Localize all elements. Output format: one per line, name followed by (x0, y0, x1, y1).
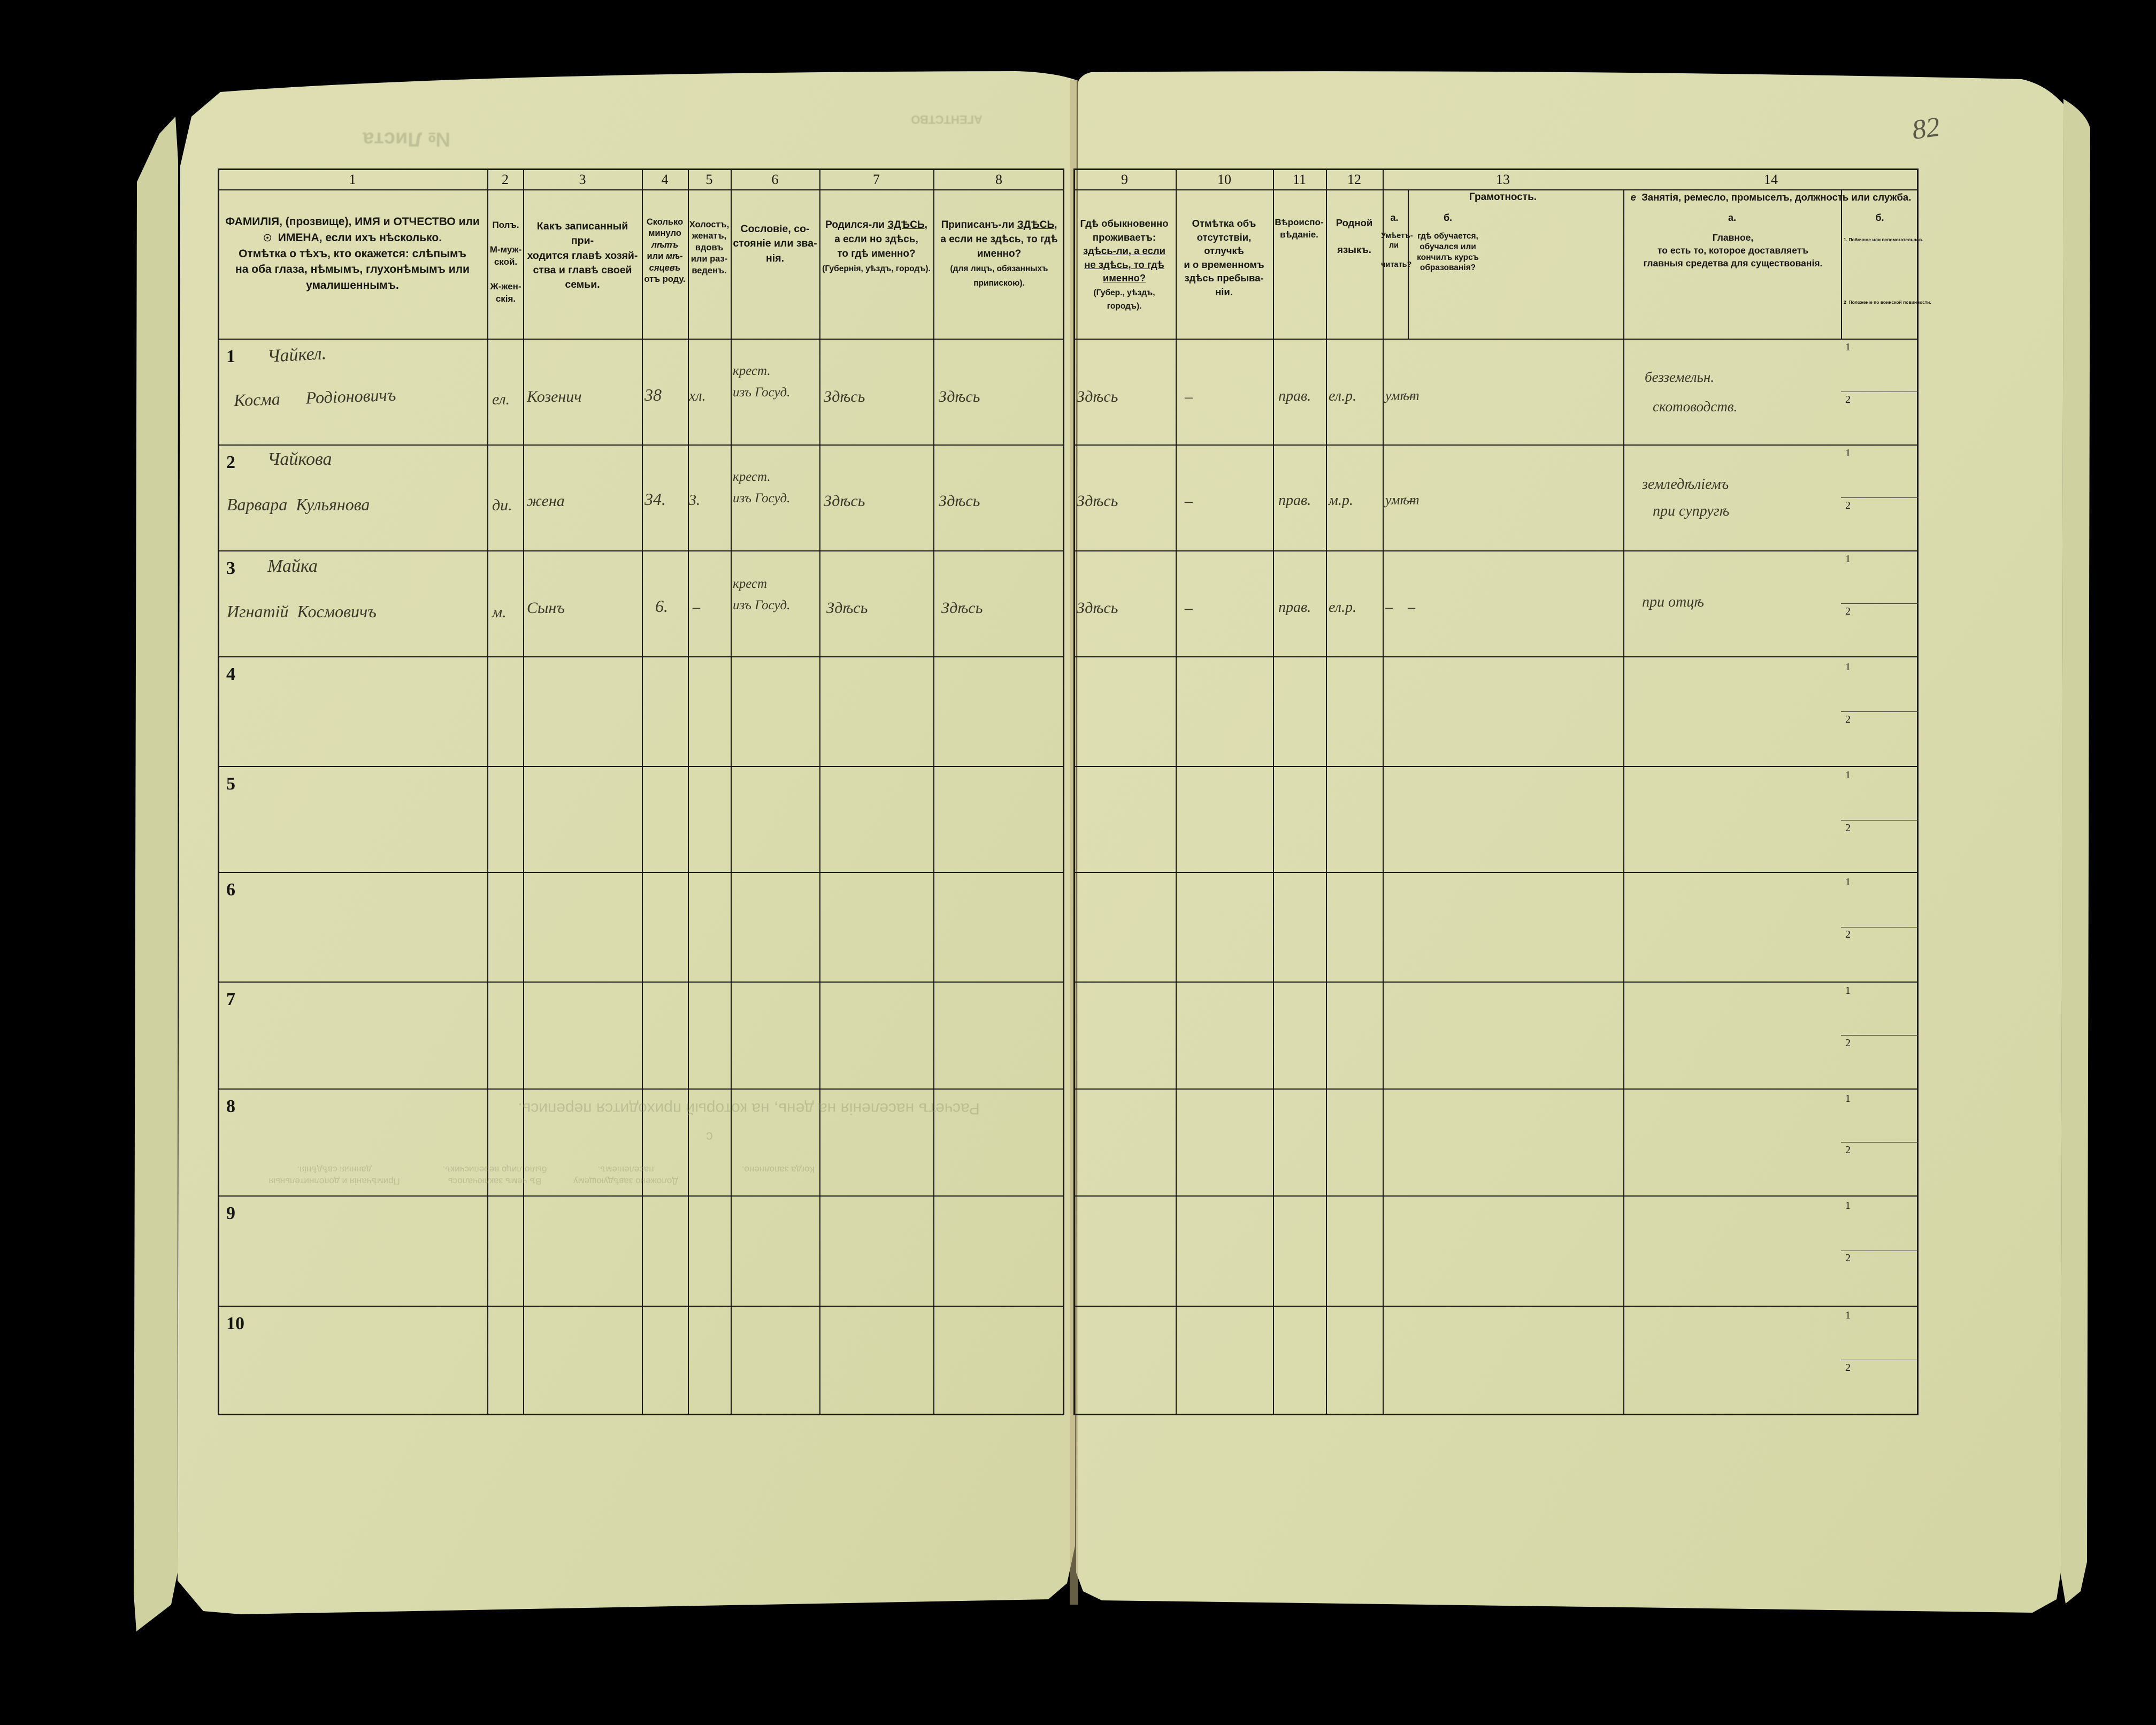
svg-text:82: 82 (1912, 112, 1942, 146)
